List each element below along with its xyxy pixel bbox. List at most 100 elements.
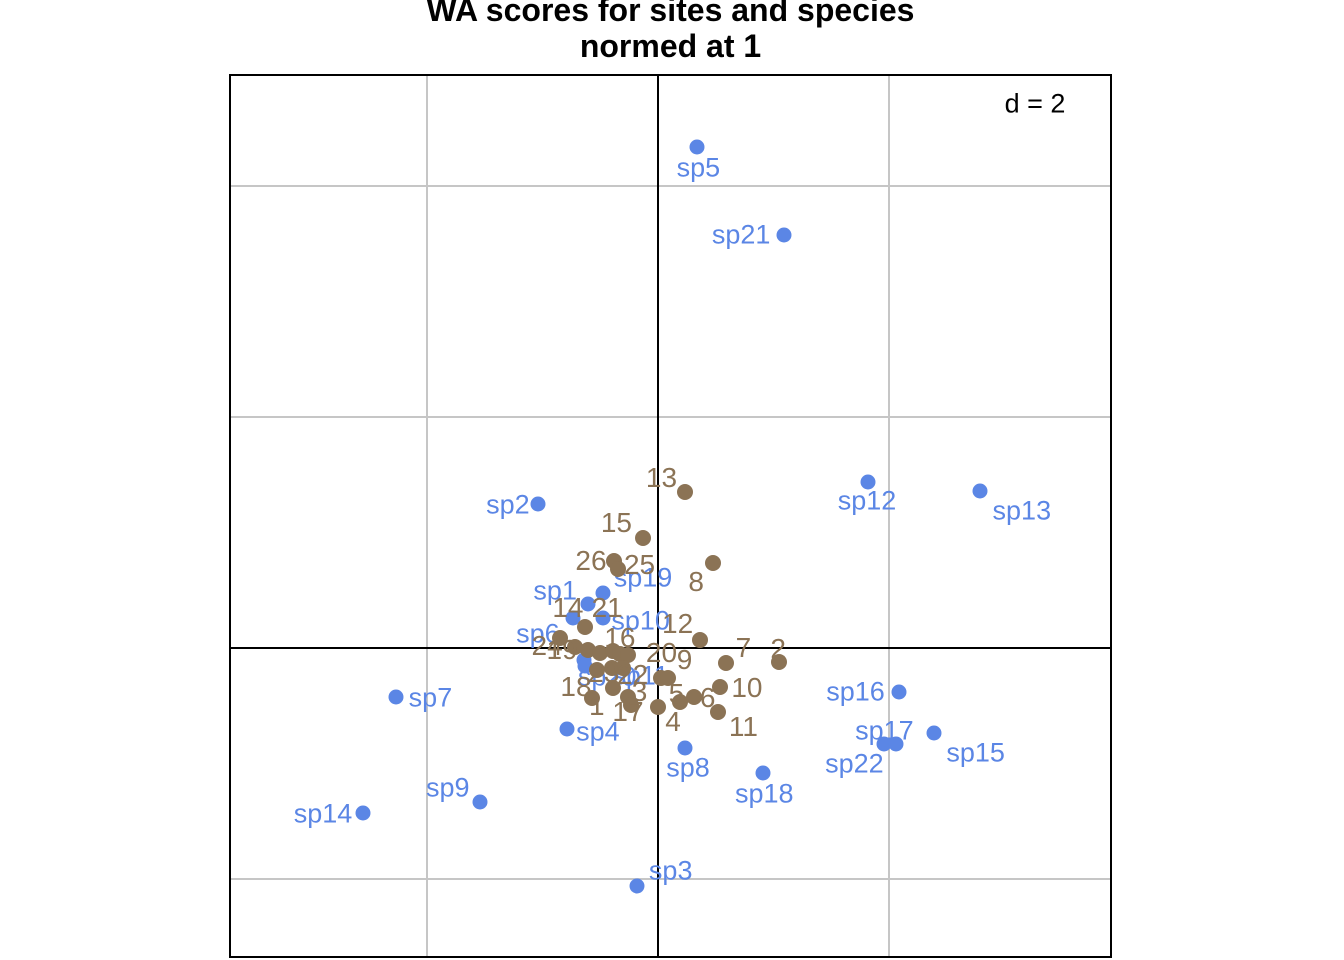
site-point (619, 646, 636, 663)
site-point (634, 530, 651, 547)
site-point (650, 698, 666, 715)
species-label-sp8: sp8 (666, 752, 710, 783)
chart-title-line2: normed at 1 (579, 28, 762, 64)
species-point-sp10 (595, 610, 611, 626)
species-label-sp2: sp2 (486, 489, 530, 520)
species-point-sp8 (677, 740, 693, 756)
species-point-sp13 (972, 483, 988, 499)
site-label-24: 24 (531, 629, 563, 661)
site-label-9: 9 (676, 643, 693, 675)
site-point (671, 694, 688, 711)
species-label-sp18: sp18 (734, 778, 794, 809)
site-label-10: 10 (731, 672, 763, 704)
chart-title: WA scores for sites and species normed a… (229, 0, 1112, 64)
site-label-23: 23 (588, 657, 620, 689)
species-label-sp7: sp7 (408, 682, 453, 713)
species-label-sp16: sp16 (826, 676, 885, 707)
species-label-sp14: sp14 (293, 798, 353, 829)
species-point-sp15 (926, 725, 942, 741)
site-point (604, 680, 621, 697)
site-label-11: 11 (728, 710, 759, 742)
species-point-sp16 (891, 684, 907, 700)
species-point-sp4 (559, 721, 575, 737)
site-label-21: 21 (591, 591, 623, 623)
species-label-sp9: sp9 (426, 772, 470, 803)
site-point (584, 689, 601, 706)
horizontal-axis-line (229, 647, 1112, 649)
species-label-sp10: sp10 (611, 605, 670, 636)
gridline-horizontal (229, 185, 1112, 187)
site-point (710, 703, 727, 720)
species-label-sp22: sp22 (825, 748, 884, 778)
species-label-sp13: sp13 (992, 495, 1052, 526)
site-label-4: 4 (665, 705, 681, 737)
species-label-sp3: sp3 (648, 855, 693, 886)
species-point-sp6 (565, 610, 581, 626)
site-point (579, 642, 596, 659)
site-label-2: 2 (770, 633, 786, 665)
site-label-22: 22 (617, 658, 649, 690)
site-label-26: 26 (575, 545, 607, 577)
species-point-sp7 (388, 689, 404, 704)
vertical-axis-line (657, 74, 659, 958)
species-label-sp21: sp21 (711, 219, 771, 249)
species-point-sp17 (876, 736, 892, 752)
site-point (609, 561, 626, 578)
plot-frame (229, 74, 1112, 958)
site-point (676, 484, 693, 501)
species-point-sp1 (595, 585, 611, 601)
site-point (691, 631, 708, 648)
species-point-sp3 (629, 878, 645, 894)
species-point-sp12 (860, 474, 876, 490)
site-point (705, 554, 722, 571)
site-label-7: 7 (735, 632, 752, 663)
gridline-horizontal (229, 416, 1112, 418)
grid-scale-label: d = 2 (1004, 88, 1066, 119)
site-point (771, 653, 788, 670)
species-label-sp4: sp4 (576, 716, 620, 747)
site-point (615, 659, 632, 676)
site-label-5: 5 (668, 678, 685, 710)
species-point-sp2 (530, 496, 546, 512)
species-label-sp15: sp15 (946, 737, 1005, 768)
site-label-15: 15 (600, 507, 632, 539)
site-point (577, 619, 594, 636)
site-label-1: 1 (588, 689, 605, 721)
site-point (566, 638, 583, 655)
site-label-13: 13 (645, 462, 678, 494)
site-label-3: 3 (631, 675, 648, 707)
species-point-sp21 (776, 227, 792, 242)
site-point (623, 696, 640, 713)
site-label-17: 17 (612, 695, 644, 727)
site-label-6: 6 (699, 681, 716, 713)
species-point-sp5 (689, 139, 705, 155)
gridline-horizontal (229, 878, 1112, 880)
site-label-8: 8 (688, 566, 704, 598)
species-point-sp19 (580, 596, 596, 612)
site-label-20: 20 (645, 636, 678, 668)
species-label-sp17: sp17 (855, 715, 914, 746)
gridline-vertical (888, 74, 890, 958)
species-point-sp9 (472, 794, 488, 810)
site-point (588, 661, 605, 678)
site-label-16: 16 (604, 621, 636, 653)
species-label-sp12: sp12 (837, 485, 897, 516)
site-point (685, 688, 702, 705)
species-label-sp1: sp1 (533, 575, 577, 606)
species-point-sp22 (888, 736, 904, 752)
site-point (718, 655, 735, 671)
chart-title-line1: WA scores for sites and species (426, 0, 915, 28)
species-label-sp5: sp5 (676, 152, 721, 183)
site-label-19: 19 (546, 634, 578, 666)
species-point-sp14 (355, 805, 371, 821)
gridline-vertical (426, 74, 428, 958)
site-label-25: 25 (623, 548, 656, 580)
site-point (592, 644, 609, 661)
site-point (660, 670, 677, 687)
species-point-sp18 (755, 765, 771, 781)
site-point (551, 629, 568, 646)
site-label-14: 14 (552, 591, 584, 623)
site-label-18: 18 (560, 671, 592, 703)
site-label-12: 12 (662, 607, 694, 639)
